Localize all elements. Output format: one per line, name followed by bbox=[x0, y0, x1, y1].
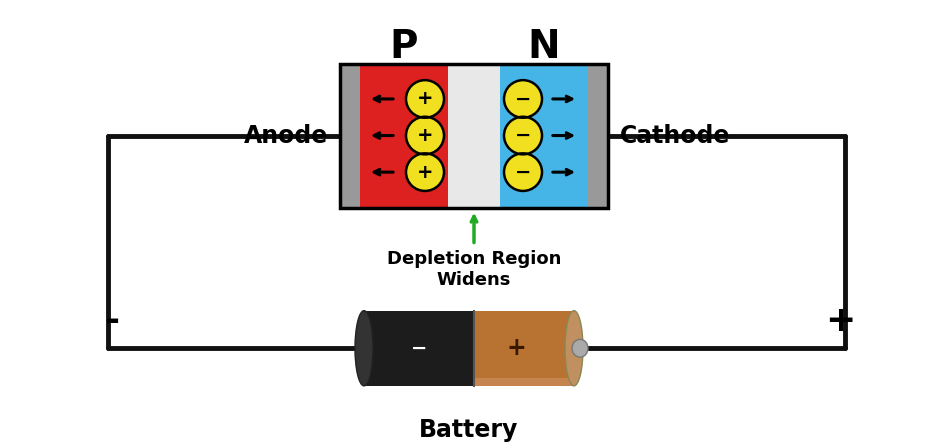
Text: Depletion Region
Widens: Depletion Region Widens bbox=[387, 250, 561, 289]
Bar bbox=[474, 378, 574, 386]
Bar bbox=[500, 64, 588, 208]
Circle shape bbox=[504, 153, 542, 191]
Ellipse shape bbox=[565, 311, 583, 386]
Circle shape bbox=[406, 117, 444, 154]
Text: −: − bbox=[515, 126, 531, 145]
Circle shape bbox=[406, 80, 444, 118]
Ellipse shape bbox=[355, 311, 373, 386]
Text: +: + bbox=[825, 304, 855, 337]
Text: +: + bbox=[417, 163, 433, 181]
Bar bbox=[588, 64, 608, 208]
Bar bbox=[360, 64, 448, 208]
Text: Anode: Anode bbox=[244, 124, 328, 148]
Ellipse shape bbox=[572, 339, 588, 357]
Text: +: + bbox=[417, 89, 433, 109]
Bar bbox=[364, 311, 474, 386]
Text: -: - bbox=[105, 304, 121, 337]
Text: Cathode: Cathode bbox=[620, 124, 731, 148]
Bar bbox=[340, 64, 360, 208]
Bar bbox=[340, 64, 608, 208]
Text: N: N bbox=[527, 28, 560, 66]
Circle shape bbox=[504, 117, 542, 154]
Text: Battery: Battery bbox=[419, 417, 519, 442]
Text: +: + bbox=[506, 336, 526, 360]
Text: −: − bbox=[410, 339, 428, 358]
Bar bbox=[474, 311, 574, 386]
Bar bbox=[448, 64, 500, 208]
Circle shape bbox=[406, 153, 444, 191]
Text: P: P bbox=[390, 28, 418, 66]
Text: −: − bbox=[515, 89, 531, 109]
Text: +: + bbox=[417, 126, 433, 145]
Circle shape bbox=[504, 80, 542, 118]
Text: −: − bbox=[515, 163, 531, 181]
